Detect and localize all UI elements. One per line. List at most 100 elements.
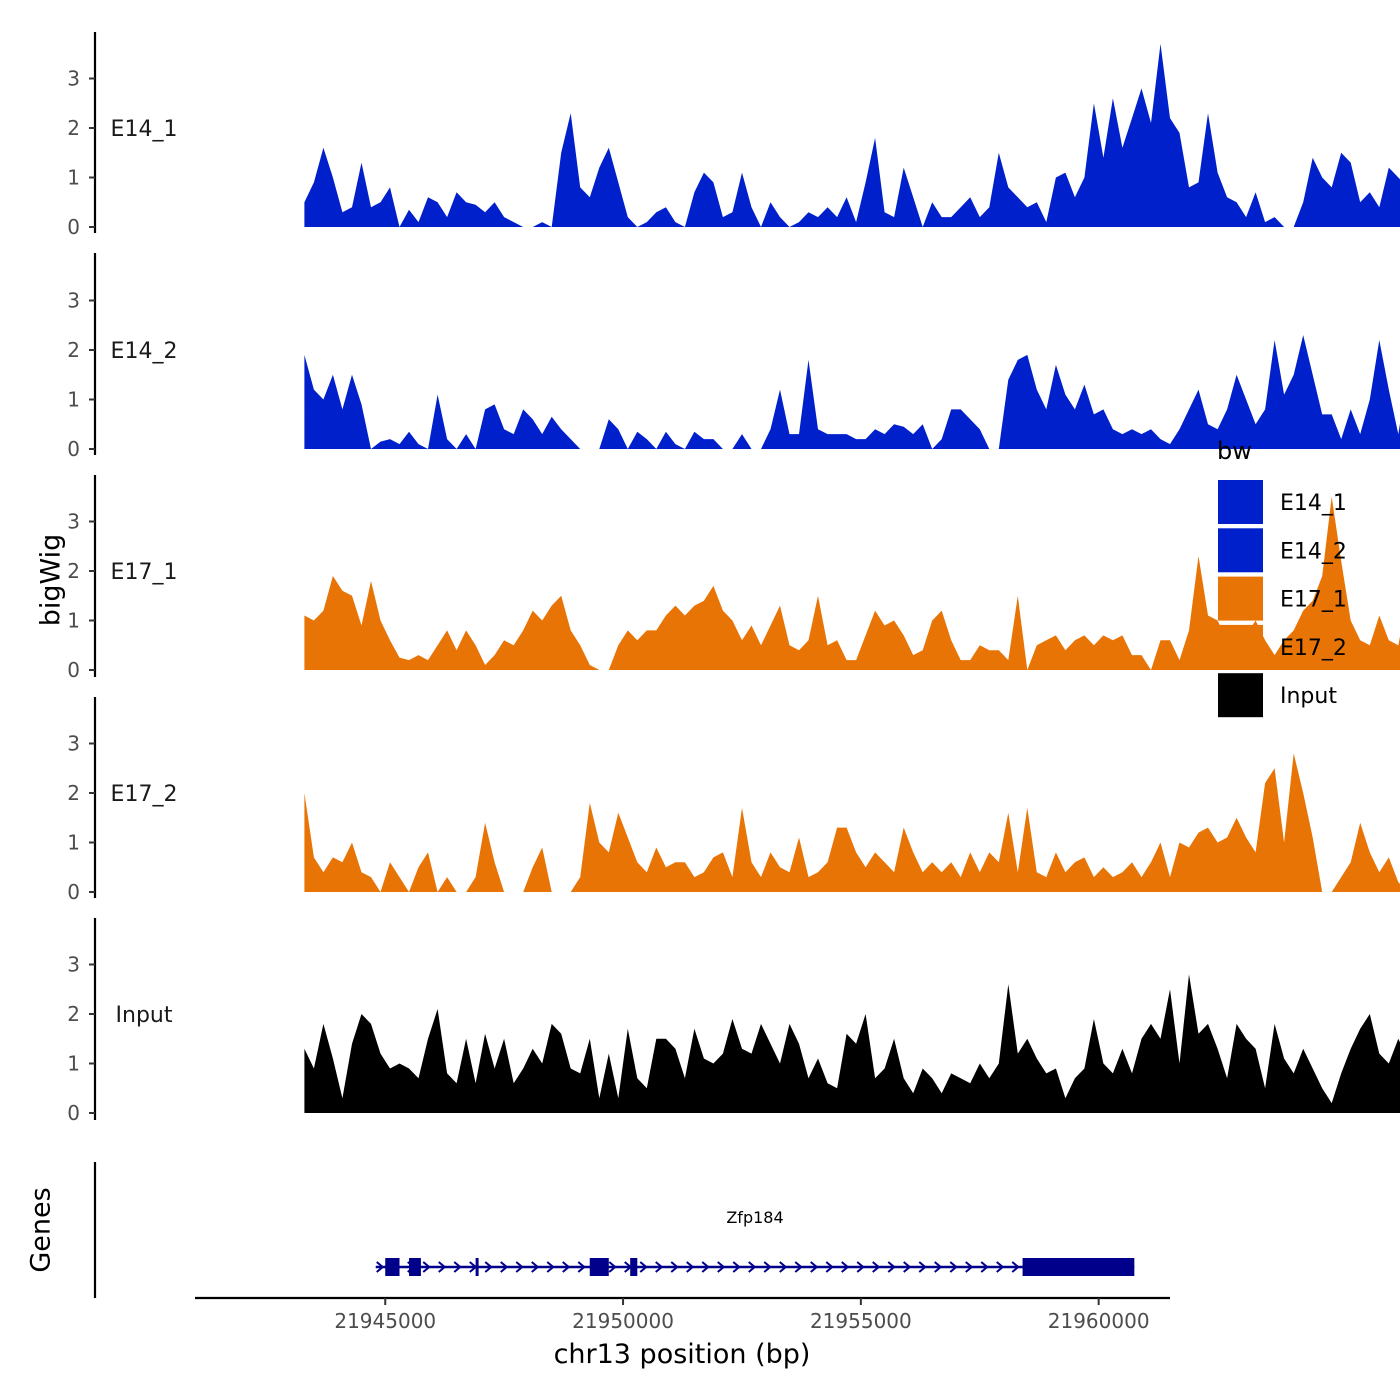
strand-arrow: [810, 1261, 819, 1273]
strand-arrow: [531, 1261, 540, 1273]
legend-swatch-e14-2: [1218, 528, 1263, 573]
strand-arrow: [996, 1261, 1005, 1273]
strand-arrow: [562, 1261, 571, 1273]
strand-arrow: [422, 1261, 431, 1273]
strand-arrow: [856, 1261, 865, 1273]
signal-area-e17-1: [304, 496, 1400, 670]
strand-arrow: [918, 1261, 927, 1273]
gene-model-zfp184: [375, 1258, 1135, 1276]
strand-arrow: [500, 1261, 509, 1273]
legend-swatch-e17-1: [1218, 576, 1263, 621]
legend-label: Input: [1280, 684, 1337, 709]
strand-arrow: [841, 1261, 850, 1273]
y-tick-label: 1: [67, 166, 80, 190]
strand-arrow: [732, 1261, 741, 1273]
y-tick-label: 1: [67, 831, 80, 855]
strand-arrow: [825, 1261, 834, 1273]
y-tick-label: 2: [67, 116, 80, 140]
strand-arrow: [748, 1261, 757, 1273]
y-tick-label: 2: [67, 338, 80, 362]
y-tick-label: 2: [67, 781, 80, 805]
strand-arrow: [639, 1261, 648, 1273]
strand-arrow: [670, 1261, 679, 1273]
track-e14-1: 0 1 2 3 E14_1: [67, 32, 1400, 239]
strand-arrow: [872, 1261, 881, 1273]
gene-exon: [630, 1258, 638, 1276]
strand-arrow: [515, 1261, 524, 1273]
y-axis-title: bigWig: [36, 534, 67, 627]
x-axis-title: chr13 position (bp): [554, 1339, 811, 1370]
x-tick-label: 21945000: [334, 1309, 436, 1333]
strand-arrow: [546, 1261, 555, 1273]
strand-arrow: [980, 1261, 989, 1273]
x-tick-label: 21950000: [572, 1309, 674, 1333]
strand-arrow: [577, 1261, 586, 1273]
strand-arrow: [887, 1261, 896, 1273]
track-label: E14_1: [111, 117, 178, 142]
y-tick-label: 1: [67, 609, 80, 633]
strand-arrow: [763, 1261, 772, 1273]
strand-arrow: [903, 1261, 912, 1273]
strand-arrow: [965, 1261, 974, 1273]
strand-arrow: [779, 1261, 788, 1273]
gene-exon: [475, 1258, 479, 1276]
signal-area-e17-2: [304, 753, 1400, 892]
strand-arrow: [1011, 1261, 1020, 1273]
strand-arrow: [794, 1261, 803, 1273]
legend-swatch-e17-2: [1218, 624, 1263, 669]
signal-area-e14-2: [304, 335, 1400, 449]
legend-swatch-input: [1218, 673, 1263, 718]
legend-swatch-e14-1: [1218, 480, 1263, 524]
y-tick-label: 0: [67, 880, 80, 904]
strand-arrow: [949, 1261, 958, 1273]
legend: bw E14_1 E14_2 E17_1 E17_2 Input: [1217, 437, 1347, 718]
legend-label: E17_1: [1280, 588, 1347, 613]
strand-arrow: [608, 1261, 617, 1273]
track-e14-2: 0 1 2 3 E14_2: [67, 253, 1400, 461]
track-label: E14_2: [111, 339, 178, 364]
strand-arrow: [453, 1261, 462, 1273]
y-tick-label: 0: [67, 658, 80, 682]
x-tick-label: 21955000: [810, 1309, 912, 1333]
gene-name-label: Zfp184: [726, 1208, 783, 1227]
y-tick-label: 0: [67, 215, 80, 239]
signal-area-input: [304, 974, 1400, 1113]
y-tick-label: 3: [67, 67, 80, 91]
x-axis: 21945000 21950000 21955000 21960000: [195, 1296, 1170, 1333]
y-tick-label: 3: [67, 289, 80, 313]
genes-axis-title: Genes: [26, 1187, 57, 1272]
legend-title: bw: [1217, 437, 1252, 465]
genes-panel: Genes Zfp184: [26, 1162, 1135, 1298]
y-tick-label: 2: [67, 559, 80, 583]
track-e17-2: 0 1 2 3 E17_2: [67, 697, 1400, 904]
strand-arrow: [717, 1261, 726, 1273]
track-e17-1: 0 1 2 3 E17_1: [67, 475, 1400, 682]
track-label: E17_1: [111, 560, 178, 585]
strand-arrow: [686, 1261, 695, 1273]
y-tick-label: 1: [67, 1052, 80, 1076]
track-input: 0 1 2 3 Input: [67, 918, 1400, 1125]
x-tick-label: 21960000: [1048, 1309, 1150, 1333]
strand-arrow: [934, 1261, 943, 1273]
y-tick-label: 3: [67, 510, 80, 534]
strand-arrow: [701, 1261, 710, 1273]
y-tick-label: 1: [67, 388, 80, 412]
legend-label: E17_2: [1280, 636, 1347, 661]
signal-area-e14-1: [304, 43, 1400, 227]
gene-exon: [1022, 1258, 1135, 1276]
track-label: Input: [116, 1003, 173, 1028]
signal-tracks: 0 1 2 3 E14_1 0 1 2 3 E14_2 0 1 2 3 E17_1 0 1 2 3 E17_2 0 1 2 3…: [67, 32, 1400, 1125]
legend-label: E14_2: [1280, 539, 1347, 564]
legend-label: E14_1: [1280, 491, 1347, 516]
strand-arrow: [655, 1261, 664, 1273]
gene-exon: [409, 1258, 421, 1276]
strand-arrow: [484, 1261, 493, 1273]
y-tick-label: 3: [67, 732, 80, 756]
y-tick-label: 3: [67, 953, 80, 977]
gene-exon: [589, 1258, 609, 1276]
strand-arrow: [438, 1261, 447, 1273]
y-tick-label: 0: [67, 437, 80, 461]
y-tick-label: 2: [67, 1002, 80, 1026]
gene-exon: [385, 1258, 400, 1276]
